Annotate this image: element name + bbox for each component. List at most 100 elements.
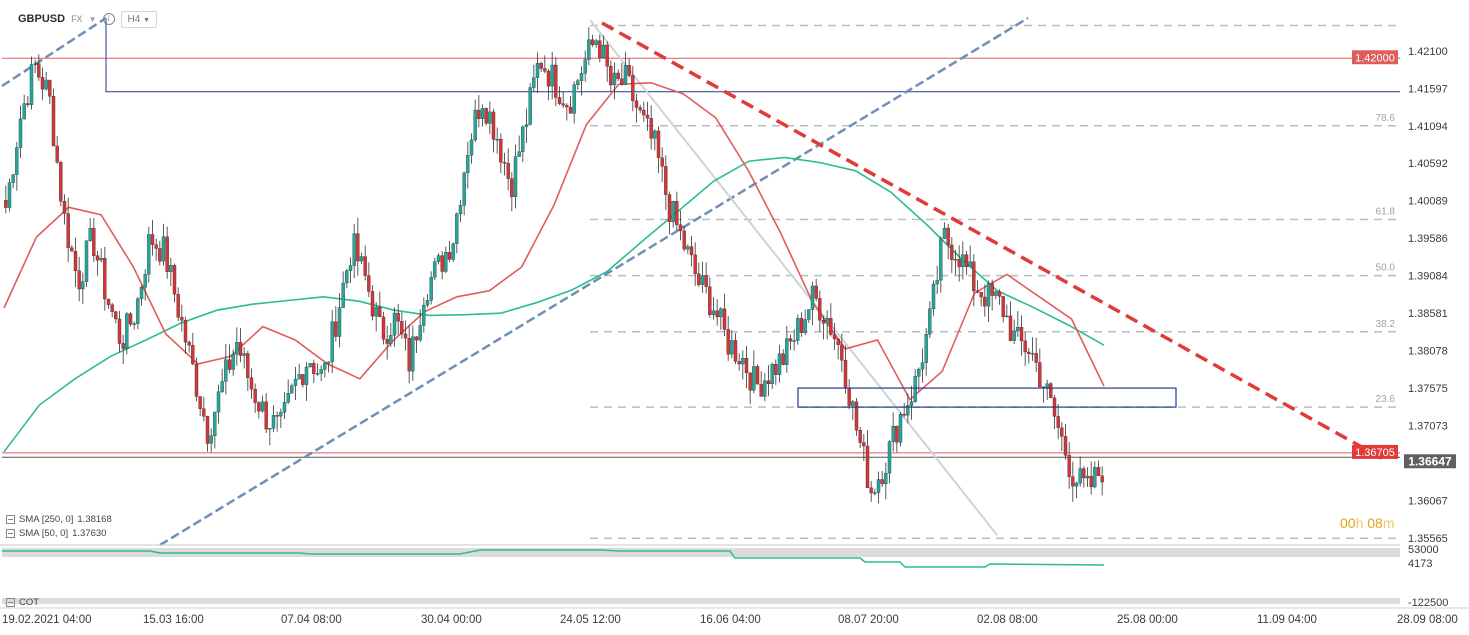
candle-body: [176, 294, 180, 318]
symbol-label[interactable]: GBPUSD: [18, 13, 66, 25]
settings-icon[interactable]: [6, 598, 15, 607]
candle-body: [678, 224, 683, 232]
candle-body: [777, 353, 782, 375]
price-tick: 1.40592: [1408, 158, 1448, 170]
candle-body: [741, 358, 745, 365]
fibonacci-retracement[interactable]: 78.6 61.8 50.0 38.2 23.6: [590, 24, 1400, 540]
chevron-down-icon[interactable]: ▼: [88, 14, 97, 24]
candle-body: [246, 353, 250, 378]
candle-body: [297, 374, 301, 380]
time-tick: 11.09 04:00: [1257, 614, 1317, 626]
candle-body: [920, 362, 925, 370]
candle-body: [1078, 468, 1082, 484]
candle-body: [348, 265, 353, 271]
time-axis[interactable]: 19.02.2021 04:00 15.03 16:00 07.04 08:00 30…: [0, 607, 1469, 626]
candle-body: [117, 318, 122, 344]
candle-body: [414, 336, 419, 341]
timeframe-selector[interactable]: H4 ▼: [120, 10, 158, 28]
candle-body: [649, 118, 653, 139]
settings-icon[interactable]: [6, 529, 15, 538]
candle-body: [411, 336, 415, 372]
candle-body: [546, 70, 551, 87]
candle-body: [924, 334, 928, 363]
uptrend-line-left[interactable]: [1, 16, 107, 88]
candle-body: [880, 479, 884, 485]
price-tick: 1.40089: [1408, 196, 1448, 208]
price-zone-rectangle[interactable]: [797, 387, 1177, 408]
candle-body: [158, 248, 162, 262]
price-axis[interactable]: 1.42100 1.41597 1.41094 1.40592 1.40089 1.395…: [1400, 0, 1469, 635]
candle-body: [352, 233, 356, 266]
sma50-line: [3, 81, 1105, 401]
candle-body: [495, 139, 499, 141]
sma250-value: 1.38168: [77, 514, 112, 525]
candle-body: [55, 145, 59, 163]
candle-body: [953, 259, 958, 261]
candle-body: [616, 72, 620, 79]
settings-icon[interactable]: [6, 515, 15, 524]
candle-body: [869, 487, 873, 494]
cot-tick: -122500: [1408, 597, 1448, 609]
candle-body: [766, 380, 771, 385]
uptrend-line[interactable]: [159, 16, 1029, 547]
price-markers: 1.42000 1.36705 1.36647: [1352, 50, 1456, 469]
chart-toolbar: GBPUSD FX ▼ i H4 ▼: [0, 0, 158, 38]
candle-body: [235, 342, 239, 355]
price-tick: 1.39586: [1408, 233, 1448, 245]
candle-body: [484, 108, 488, 124]
downtrend-line[interactable]: [601, 21, 1386, 462]
candle-body: [403, 333, 408, 339]
candle-body: [836, 338, 840, 345]
candle-body: [77, 270, 81, 290]
sma250-legend[interactable]: SMA [250, 0] 1.38168: [6, 514, 112, 525]
candle-body: [568, 106, 573, 114]
candle-body: [957, 259, 961, 268]
candle-body: [1030, 353, 1035, 355]
candle-body: [345, 270, 349, 284]
trendlines[interactable]: [1, 16, 1386, 547]
candle-body: [906, 405, 910, 416]
fib-trend-line[interactable]: [589, 19, 998, 536]
candle-body: [436, 255, 441, 262]
candle-body: [763, 380, 767, 397]
candle-body: [528, 87, 532, 125]
candle-body: [48, 79, 52, 97]
candle-body: [722, 308, 727, 330]
candle-body: [466, 155, 470, 174]
candle-body: [612, 72, 617, 86]
candle-body: [1074, 482, 1079, 487]
candle-body: [700, 275, 705, 285]
horizontal-levels[interactable]: [2, 18, 1400, 458]
candle-body: [939, 238, 943, 281]
candle-body: [425, 300, 430, 306]
candle-body: [1012, 330, 1016, 341]
candle-body: [81, 281, 85, 290]
candle-body: [726, 329, 730, 355]
candle-body: [829, 318, 833, 335]
candle-body: [194, 363, 199, 397]
candle-body: [843, 360, 848, 388]
candle-body: [554, 64, 558, 98]
candle-body: [1063, 436, 1068, 456]
candle-body: [1001, 296, 1005, 317]
candle-body: [180, 317, 184, 321]
candle-body: [832, 334, 837, 340]
candle-body: [748, 372, 752, 391]
cot-legend[interactable]: COT: [6, 597, 39, 608]
blue-level-line[interactable]: [105, 18, 1400, 93]
price-marker-label: 1.36647: [1408, 454, 1452, 468]
candle-body: [396, 312, 400, 322]
price-marker-label: 1.42000: [1355, 52, 1395, 64]
candle-body: [128, 313, 133, 325]
candle-body: [447, 252, 452, 260]
candle-body: [730, 340, 734, 355]
candle-body: [370, 291, 375, 317]
sma50-legend[interactable]: SMA [50, 0] 1.37630: [6, 528, 106, 539]
candle-body: [337, 307, 342, 337]
cot-bottom-band: [2, 598, 1400, 604]
candle-body: [682, 230, 686, 250]
candle-body: [257, 402, 261, 412]
zone-box[interactable]: [797, 387, 1177, 408]
candle-body: [334, 321, 338, 337]
